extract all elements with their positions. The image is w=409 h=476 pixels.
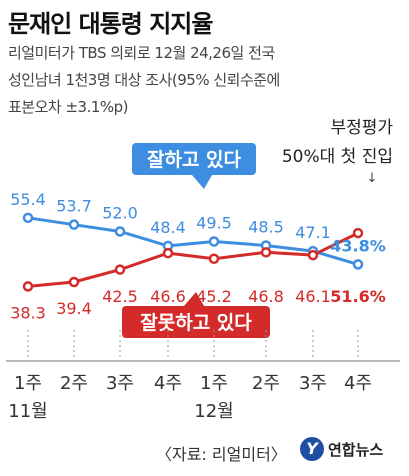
disapprove-legend-label: 잘못하고 있다 [140,312,252,334]
approve-value-label: 52.0 [102,203,138,222]
disapprove-legend-pointer [184,292,204,306]
x-tick-label: 3주 [299,373,327,394]
annotation-arrow: ↓ [367,171,378,186]
disapprove-value-label: 46.6 [150,287,186,306]
x-tick-label: 4주 [344,373,372,394]
disapprove-point [307,249,319,261]
disapprove-point [352,227,364,239]
approve-value-label: 48.4 [150,218,186,237]
approve-value-label: 49.5 [196,214,232,233]
source-note: 〈자료: 리얼미터〉 [156,445,287,464]
yonhap-logo-mark: Y [300,437,324,461]
x-tick-label: 2주 [60,373,88,394]
subtitle-line-2: 성인남녀 1천3명 대상 조사(95% 신뢰수준에 [8,71,280,89]
annotation-line-1: 부정평가 [330,118,393,138]
disapprove-point [208,253,220,264]
approve-legend-label: 잘하고 있다 [147,149,242,171]
approve-value-label: 47.1 [295,223,331,242]
approve-value-label: 48.5 [248,218,284,237]
approve-value-label: 53.7 [56,197,92,216]
annotation-line-2: 50%대 첫 진입 [282,147,393,167]
approve-point [208,236,220,247]
x-tick-label: 2주 [252,373,280,394]
month-label: 11월 [8,401,47,422]
disapprove-value-label: 51.6% [330,287,386,306]
approve-point [114,226,126,237]
subtitle-line-1: 리얼미터가 TBS 의뢰로 12월 24,26일 전국 [8,44,275,62]
disapprove-point [68,276,80,288]
disapprove-line [27,231,359,288]
disapprove-value-label: 45.2 [196,287,232,306]
disapprove-legend-box [122,306,270,338]
disapprove-point [260,247,272,258]
disapprove-point [162,247,174,259]
page-title: 문재인 대통령 지지율 [8,10,213,38]
disapprove-value-label: 42.5 [102,287,138,306]
approve-value-label: 43.8% [330,236,386,255]
subtitle-line-3: 표본오차 ±3.1%p) [8,98,129,116]
disapprove-value-label: 46.1 [295,287,331,306]
approve-point [22,212,34,224]
approve-value-label: 55.4 [10,190,46,209]
yonhap-logo-text: 연합뉴스 [328,440,384,459]
disapprove-value-label: 46.8 [248,287,284,306]
approve-legend-pointer [192,175,212,189]
x-tick-label: 1주 [200,373,228,394]
disapprove-point [22,281,34,292]
approve-point [352,259,364,270]
disapprove-value-label: 38.3 [10,303,46,322]
approve-point [68,219,80,230]
approve-legend-box [132,143,256,175]
month-label: 12월 [194,401,233,422]
x-tick-label: 4주 [154,373,182,394]
yonhap-logo: Y 연합뉴스 [300,437,383,461]
approve-line [27,216,359,266]
disapprove-value-label: 39.4 [56,299,92,318]
disapprove-point [114,264,126,275]
x-tick-label: 1주 [14,373,42,394]
x-tick-label: 3주 [106,373,134,394]
